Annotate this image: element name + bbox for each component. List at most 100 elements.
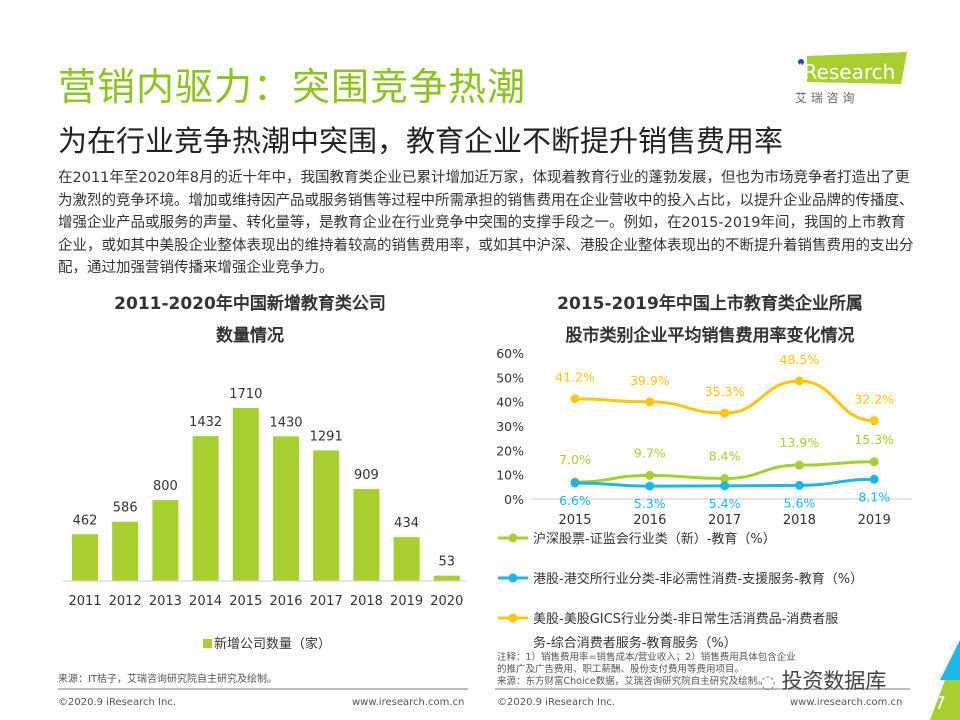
x-tick-label: 2014 [189, 594, 222, 609]
body-paragraph: 在2011年至2020年8月的近十年中，我国教育类企业已累计增加近万家，体现着教… [58, 170, 914, 276]
line-chart-title-line2: 股市类别企业平均销售费用率变化情况 [565, 326, 855, 346]
legend-marker [508, 573, 518, 583]
iresearch-logo: iResearch 艾 瑞 咨 询 [795, 52, 915, 105]
bar-value-label: 1710 [229, 387, 262, 402]
data-point [720, 474, 730, 484]
data-point [794, 480, 804, 490]
bar-value-label: 434 [394, 516, 419, 531]
bar-chart-title-line2: 数量情况 [216, 326, 284, 346]
bar [152, 500, 179, 581]
x-tick-label: 2016 [269, 594, 302, 609]
notes-text: 注释：1）销售费用率=销售成本/营业收入；2）销售费用具体包含企业的推广及广告费… [497, 652, 796, 675]
bar-value-label: 909 [354, 468, 379, 483]
x-tick-label: 2018 [350, 594, 383, 609]
data-label: 32.2% [854, 392, 894, 407]
line-chart: 0% 10% 20% 30% 40% 50% 60% 2015 2016 2017 2018 2019… [496, 346, 912, 651]
y-tick-label: 20% [496, 443, 524, 458]
wechat-icon: ◌ [760, 672, 782, 693]
footer-divider-right [495, 688, 910, 690]
x-tick-label: 2020 [430, 594, 463, 609]
legend-label: 沪深股票-证监会行业类（新）-教育（%） [533, 531, 776, 547]
data-point [645, 470, 655, 480]
watermark-text: 投资数据库 [781, 669, 887, 693]
bar [192, 436, 219, 581]
bar [72, 534, 98, 581]
y-tick-label: 0% [504, 492, 524, 507]
legend-swatch [203, 639, 212, 648]
data-point [869, 457, 879, 467]
series-line [574, 379, 875, 423]
x-tick-label: 2016 [633, 513, 666, 528]
bar [393, 537, 420, 581]
data-point [645, 481, 655, 491]
chart-notes: 注释：1）销售费用率=销售成本/营业收入；2）销售费用具体包含企业的推广及广告费… [497, 652, 797, 688]
legend-label: 港股-港交所行业分类-非必需性消费-支援服务-教育（%） [533, 571, 863, 587]
y-tick-label: 10% [496, 468, 524, 483]
x-tick-label: 2017 [708, 513, 741, 528]
x-tick-label: 2011 [68, 594, 101, 609]
data-point [720, 481, 730, 491]
bar-chart-title: 2011-2020年中国新增教育类公司 数量情况 [60, 288, 440, 352]
data-label: 5.6% [784, 495, 816, 510]
data-label: 6.6% [559, 493, 591, 508]
bar-chart: 462 2011 586 2012 800 2013 1432 2014 1710 2015 143… [63, 387, 467, 652]
page-subtitle: 为在行业竞争热潮中突围，教育企业不断提升销售费用率 [58, 124, 784, 158]
page-number: 7 [934, 693, 946, 714]
line-chart-title: 2015-2019年中国上市教育类企业所属 股市类别企业平均销售费用率变化情况 [495, 288, 925, 352]
data-point [794, 376, 804, 386]
watermark: ◌ 投资数据库 [760, 665, 886, 695]
data-label: 5.4% [709, 496, 741, 511]
x-tick-label: 2015 [229, 594, 262, 609]
bar-value-label: 53 [439, 555, 456, 570]
data-label: 9.7% [634, 445, 666, 460]
data-label: 39.9% [630, 373, 670, 388]
data-label: 41.2% [555, 370, 595, 385]
bar [353, 489, 380, 581]
data-label: 8.1% [858, 489, 890, 504]
bar-value-label: 1432 [189, 415, 222, 430]
data-point [570, 478, 580, 488]
bar [273, 436, 299, 581]
source-left: 来源：IT桔子，艾瑞咨询研究院自主研究及绘制。 [58, 674, 278, 685]
line-chart-title-line1: 2015-2019年中国上市教育类企业所属 [557, 294, 863, 314]
copyright-left: ©2020.9 iResearch Inc. [58, 697, 176, 708]
url-left: www.iresearch.com.cn [352, 697, 465, 708]
bar-value-label: 800 [153, 479, 178, 494]
x-tick-label: 2013 [149, 594, 182, 609]
logo-text: iResearch [798, 60, 895, 84]
data-label: 5.3% [634, 496, 666, 511]
legend-marker [508, 613, 518, 623]
source-right: 来源：东方财富Choice数据，艾瑞咨询研究院自主研究及绘制。 [497, 676, 767, 687]
data-label: 15.3% [854, 432, 894, 447]
bar [112, 521, 139, 581]
y-tick-label: 30% [496, 419, 524, 434]
data-label: 8.4% [709, 449, 741, 464]
x-tick-label: 2019 [390, 594, 423, 609]
copyright-right: ©2020.9 iResearch Inc. [497, 697, 615, 708]
bar [433, 575, 460, 581]
bar-value-label: 1430 [269, 415, 302, 430]
bar-value-label: 462 [73, 513, 98, 528]
bar-value-label: 586 [113, 501, 138, 516]
x-tick-label: 2019 [858, 513, 891, 528]
legend-label: 新增公司数量（家） [214, 636, 331, 652]
x-tick-label: 2015 [558, 513, 591, 528]
data-point [645, 397, 655, 407]
legend-label: 美股-美股GICS行业分类-非日常生活消费品-消费者服务-综合消费者服务-教育服… [533, 612, 838, 651]
footer-divider-left [58, 688, 468, 690]
y-tick-label: 60% [496, 346, 524, 361]
bar [313, 450, 340, 581]
x-tick-label: 2017 [310, 594, 343, 609]
data-label: 7.0% [559, 452, 591, 467]
url-right: www.iresearch.com.cn [790, 697, 903, 708]
data-point [720, 408, 730, 418]
page-title: 营销内驱力：突围竞争热潮 [58, 65, 527, 109]
data-point [869, 474, 879, 484]
y-tick-label: 40% [496, 395, 524, 410]
corner-decoration [930, 640, 960, 720]
data-label: 48.5% [780, 352, 820, 367]
data-point [570, 394, 580, 404]
bar-value-label: 1291 [310, 429, 343, 444]
y-tick-label: 50% [496, 370, 524, 385]
